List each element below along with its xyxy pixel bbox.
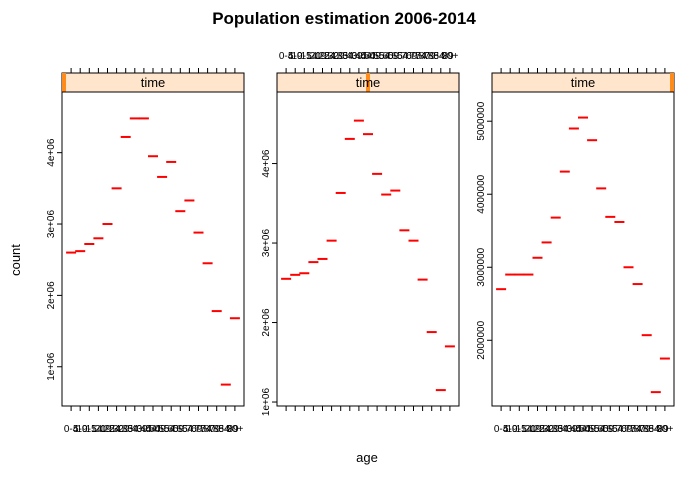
x-tick-label: 70-74 bbox=[186, 424, 212, 435]
chart-title: Population estimation 2006-2014 bbox=[212, 9, 476, 28]
y-tick-label: 3e+06 bbox=[46, 210, 57, 239]
strip-time-indicator bbox=[62, 73, 66, 92]
x-tick-label: 30-34 bbox=[328, 51, 354, 62]
panel-3: time 2000000 3000000 4000000 5000000 0-45-910… bbox=[476, 68, 675, 435]
x-tick-label: 45-49 bbox=[355, 51, 381, 62]
x-tick-label: 90+ bbox=[441, 51, 458, 62]
x-tick-label: 10-14 bbox=[507, 424, 533, 435]
x-tick-label: 60-64 bbox=[168, 424, 194, 435]
x-tick-label: 5-9 bbox=[288, 51, 303, 62]
y-tick-label: 3000000 bbox=[476, 247, 487, 286]
x-tick-label: 70-74 bbox=[401, 51, 427, 62]
strip-label: time bbox=[141, 75, 166, 90]
x-axis-label: age bbox=[356, 450, 378, 465]
x-tick-label: 20-24 bbox=[310, 51, 336, 62]
y-tick-label: 2000000 bbox=[476, 320, 487, 359]
x-tick-label: 75-79 bbox=[410, 51, 436, 62]
x-tick-label: 65-69 bbox=[392, 51, 418, 62]
x-tick-label: 75-79 bbox=[195, 424, 221, 435]
x-tick-label: 60-64 bbox=[383, 51, 409, 62]
y-tick-label: 4e+06 bbox=[261, 149, 272, 178]
strip-label: time bbox=[571, 75, 596, 90]
y-tick-label: 3e+06 bbox=[261, 229, 272, 258]
x-tick-label: 50-54 bbox=[364, 51, 390, 62]
x-tick-label: 15-19 bbox=[516, 424, 542, 435]
x-tick-label: 65-69 bbox=[177, 424, 203, 435]
x-tick-label: 90+ bbox=[226, 424, 243, 435]
y-tick-label: 1e+06 bbox=[46, 352, 57, 381]
x-tick-label: 50-54 bbox=[579, 424, 605, 435]
strip-time-indicator bbox=[670, 73, 674, 92]
x-tick-label: 30-34 bbox=[543, 424, 569, 435]
x-tick-label: 55-59 bbox=[158, 424, 184, 435]
x-tick-label: 75-79 bbox=[625, 424, 651, 435]
x-tick-label: 90+ bbox=[656, 424, 673, 435]
x-tick-label: 40-44 bbox=[561, 424, 587, 435]
x-tick-label: 85-89 bbox=[643, 424, 669, 435]
x-tick-label: 25-29 bbox=[534, 424, 560, 435]
panel-frame bbox=[276, 91, 460, 407]
x-tick-label: 10-14 bbox=[77, 424, 103, 435]
x-tick-label: 35-39 bbox=[337, 51, 363, 62]
x-tick-label: 85-89 bbox=[428, 51, 454, 62]
x-tick-label: 40-44 bbox=[346, 51, 372, 62]
y-tick-label: 4e+06 bbox=[46, 138, 57, 167]
x-tick-label: 20-24 bbox=[525, 424, 551, 435]
x-tick-label: 80-84 bbox=[204, 424, 230, 435]
x-tick-label: 0-4 bbox=[279, 51, 294, 62]
panel-1: time 1e+06 2e+06 3e+06 4e+06 0-45-910-1415-19… bbox=[46, 68, 245, 435]
y-axis-label: count bbox=[8, 244, 23, 276]
x-tick-label: 0-4 bbox=[64, 424, 79, 435]
x-tick-label: 50-54 bbox=[149, 424, 175, 435]
panel-frame bbox=[491, 91, 675, 407]
y-tick-label: 1e+06 bbox=[261, 388, 272, 417]
x-tick-label: 5-9 bbox=[503, 424, 518, 435]
x-tick-label: 15-19 bbox=[86, 424, 112, 435]
x-tick-label: 25-29 bbox=[104, 424, 130, 435]
y-tick-label: 2e+06 bbox=[261, 308, 272, 337]
x-tick-label: 55-59 bbox=[588, 424, 614, 435]
x-tick-label: 5-9 bbox=[73, 424, 88, 435]
x-tick-label: 65-69 bbox=[607, 424, 633, 435]
y-tick-label: 4000000 bbox=[476, 174, 487, 213]
x-tick-label: 70-74 bbox=[616, 424, 642, 435]
x-tick-label: 55-59 bbox=[373, 51, 399, 62]
y-tick-label: 2e+06 bbox=[46, 281, 57, 310]
x-tick-label: 20-24 bbox=[95, 424, 121, 435]
x-tick-label: 85-89 bbox=[213, 424, 239, 435]
x-tick-label: 0-4 bbox=[494, 424, 509, 435]
panels-group: time1e+062e+063e+064e+060-45-910-1415-19… bbox=[46, 51, 675, 435]
strip-time-indicator bbox=[366, 73, 370, 92]
x-tick-label: 10-14 bbox=[292, 51, 318, 62]
x-tick-label: 45-49 bbox=[140, 424, 166, 435]
x-tick-label: 30-34 bbox=[113, 424, 139, 435]
x-tick-label: 80-84 bbox=[634, 424, 660, 435]
strip-label: time bbox=[356, 75, 381, 90]
x-tick-label: 60-64 bbox=[598, 424, 624, 435]
x-tick-label: 35-39 bbox=[122, 424, 148, 435]
y-tick-label: 5000000 bbox=[476, 101, 487, 140]
panel-frame bbox=[61, 91, 245, 407]
x-tick-label: 25-29 bbox=[319, 51, 345, 62]
x-tick-label: 80-84 bbox=[419, 51, 445, 62]
x-tick-label: 45-49 bbox=[570, 424, 596, 435]
x-tick-label: 40-44 bbox=[131, 424, 157, 435]
x-tick-label: 35-39 bbox=[552, 424, 578, 435]
panel-2: time 1e+06 2e+06 3e+06 4e+06 0-45-910-1415-19… bbox=[261, 51, 460, 417]
x-tick-label: 15-19 bbox=[301, 51, 327, 62]
